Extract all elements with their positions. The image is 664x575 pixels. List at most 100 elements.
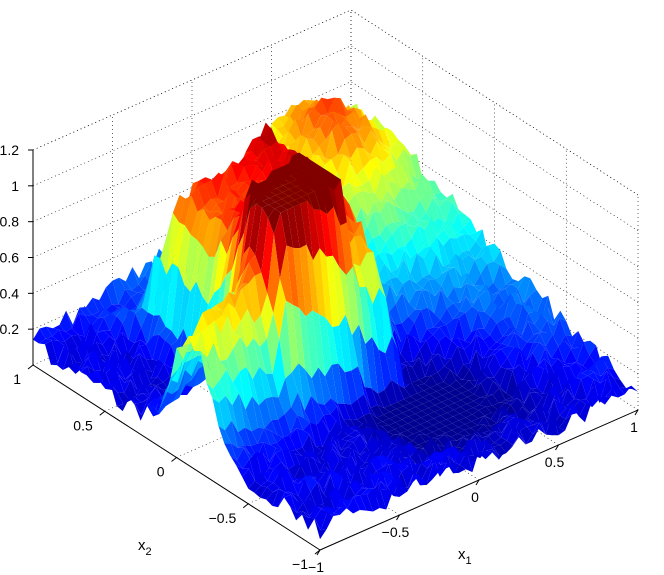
surface-facet xyxy=(598,395,612,405)
surface-facet xyxy=(409,400,423,407)
surface-facet xyxy=(315,181,328,189)
surface-facet xyxy=(362,423,375,438)
surface-facet xyxy=(511,288,524,303)
surface-facet xyxy=(292,304,306,370)
surface-facet xyxy=(519,349,533,373)
surface-facet xyxy=(439,462,453,477)
surface-facet xyxy=(103,330,116,341)
surface-facet xyxy=(233,336,247,372)
surface-facet xyxy=(432,341,445,360)
surface-facet xyxy=(467,439,481,458)
surface-facet xyxy=(480,394,493,398)
z-tick-label: 1 xyxy=(11,178,19,194)
surface-facet xyxy=(236,246,250,284)
surface-facet xyxy=(291,492,304,504)
surface-facet xyxy=(418,375,431,384)
surface-facet xyxy=(415,288,429,291)
surface-facet xyxy=(314,188,327,215)
surface-facet xyxy=(304,160,317,167)
surface-facet xyxy=(291,166,304,173)
surface-facet xyxy=(455,386,469,394)
surface-facet xyxy=(301,194,314,210)
surface-facet xyxy=(363,460,377,482)
surface-facet xyxy=(411,382,424,394)
surface-facet xyxy=(448,267,461,289)
surface-facet xyxy=(159,326,172,341)
surface-facet xyxy=(353,448,366,458)
surface-facet xyxy=(455,253,468,277)
surface-facet xyxy=(307,191,321,210)
surface-facet xyxy=(70,349,83,364)
surface-facet xyxy=(262,452,276,469)
surface-facet xyxy=(486,394,499,406)
surface-facet xyxy=(439,324,453,341)
surface-facet xyxy=(488,431,501,443)
surface-facet xyxy=(547,318,560,337)
surface-facet xyxy=(366,252,380,305)
surface-facet xyxy=(216,292,229,311)
surface-facet xyxy=(408,456,422,478)
surface-facet xyxy=(428,279,442,297)
surface-facet xyxy=(134,404,148,421)
surface-facet xyxy=(373,211,387,235)
surface-facet xyxy=(289,449,302,456)
surface-facet xyxy=(382,425,395,433)
surface-facet xyxy=(302,434,316,458)
surface-facet xyxy=(407,334,420,362)
surface-facet xyxy=(486,449,499,460)
surface-facet xyxy=(284,104,298,121)
x-tick-mark xyxy=(396,514,400,521)
surface-facet xyxy=(320,512,334,531)
surface-facet xyxy=(452,311,466,320)
surface-facet xyxy=(305,369,318,404)
surface-facet xyxy=(105,280,119,305)
surface-facet xyxy=(472,290,486,304)
surface-facet xyxy=(458,337,471,350)
surface-facet xyxy=(268,452,282,469)
surface-facet xyxy=(406,440,419,448)
surface-facet xyxy=(272,489,285,508)
surface-facet xyxy=(471,310,484,332)
surface-facet xyxy=(313,209,327,257)
surface-facet xyxy=(315,446,329,451)
surface-facet xyxy=(377,404,390,415)
surface-facet xyxy=(411,379,425,386)
surface-facet xyxy=(283,116,297,136)
surface-facet xyxy=(375,173,388,202)
surface-facet xyxy=(419,340,433,367)
surface-facet xyxy=(290,105,303,126)
surface-facet xyxy=(569,362,583,379)
surface-facet xyxy=(353,111,366,130)
surface-facet xyxy=(112,277,126,305)
surface-facet xyxy=(275,192,289,199)
surface-facet xyxy=(419,428,433,435)
surface-facet xyxy=(320,209,333,257)
surface-facet xyxy=(291,159,305,167)
surface-facet xyxy=(476,424,490,433)
surface-facet xyxy=(599,379,613,403)
surface-facet xyxy=(568,378,581,399)
surface-facet xyxy=(376,455,390,467)
surface-facet xyxy=(85,314,98,326)
surface-facet xyxy=(399,224,412,246)
surface-facet xyxy=(469,229,483,242)
surface-facet xyxy=(324,469,338,489)
surface-facet xyxy=(468,370,482,387)
surface-facet xyxy=(252,396,265,429)
surface-facet xyxy=(232,371,246,410)
surface-facet xyxy=(532,342,546,365)
y-tick-label: 0 xyxy=(157,464,165,480)
surface-facet xyxy=(344,134,358,159)
surface-facet xyxy=(82,348,96,365)
surface-facet xyxy=(274,205,288,213)
surface-facet xyxy=(224,443,237,461)
surface-facet xyxy=(178,195,192,226)
surface-facet xyxy=(257,428,271,445)
surface-facet xyxy=(513,349,526,373)
surface-facet xyxy=(266,482,280,493)
surface-facet xyxy=(135,399,148,416)
surface-facet xyxy=(271,419,284,438)
surface-facet xyxy=(213,380,226,403)
surface-facet xyxy=(531,366,544,388)
surface-facet xyxy=(231,164,244,183)
